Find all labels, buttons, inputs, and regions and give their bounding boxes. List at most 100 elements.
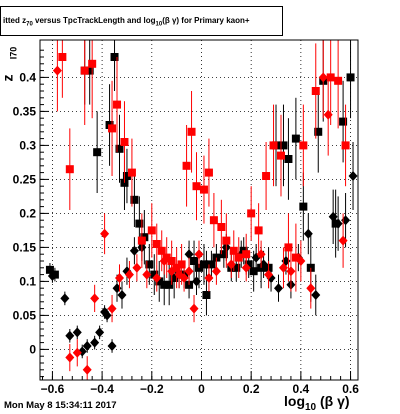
data-point: [60, 293, 70, 304]
data-point: [244, 260, 253, 269]
data-point: [93, 148, 102, 157]
data-point: [291, 253, 300, 262]
x-tick-label: 0: [198, 382, 205, 396]
data-point: [184, 266, 194, 277]
data-point: [262, 172, 271, 180]
data-point: [145, 260, 154, 269]
y-tick-label: 0.15: [13, 240, 37, 254]
grid-lines: [40, 40, 358, 380]
data-points: [45, 40, 358, 380]
y-tick-label: 0: [29, 342, 36, 356]
data-point: [204, 168, 213, 177]
data-point: [229, 246, 238, 255]
data-point: [117, 290, 127, 300]
data-point: [82, 364, 92, 375]
data-point: [219, 250, 228, 259]
data-point: [167, 266, 177, 277]
data-point: [194, 249, 204, 260]
data-point: [152, 240, 161, 248]
y-tick-label: 0.4: [19, 70, 36, 84]
data-point: [155, 277, 164, 286]
data-point: [217, 223, 226, 231]
data-point: [135, 219, 144, 228]
data-point: [269, 141, 278, 150]
data-point: [65, 165, 74, 174]
x-tick-label: −0.2: [140, 382, 164, 396]
data-point: [122, 172, 131, 180]
x-tick-label: 0.2: [243, 382, 260, 396]
data-point: [311, 87, 320, 95]
y-tick-label: 0.2: [19, 206, 36, 220]
data-point: [150, 270, 159, 279]
data-point: [80, 66, 89, 75]
data-point: [190, 257, 199, 265]
data-point: [338, 235, 348, 246]
data-point: [132, 262, 142, 273]
chart-title: itted z70 versus TpcTrackLength and log1…: [0, 6, 283, 36]
data-point: [157, 246, 166, 255]
x-tick-label: 0.4: [293, 382, 310, 396]
data-point: [160, 280, 169, 289]
data-point: [95, 327, 105, 338]
y-axis-label: z I70: [0, 46, 26, 88]
data-point: [232, 263, 241, 272]
data-point: [339, 117, 348, 126]
data-point: [341, 141, 350, 150]
data-point: [209, 216, 218, 225]
data-point: [303, 228, 313, 239]
data-point: [264, 269, 274, 280]
data-point: [192, 276, 202, 287]
data-point: [177, 260, 186, 269]
x-tick-label: −0.4: [90, 382, 114, 396]
data-point: [326, 73, 335, 82]
data-point: [323, 109, 333, 120]
data-point: [107, 303, 117, 314]
data-point: [113, 100, 122, 109]
data-point: [328, 211, 338, 222]
data-point: [286, 266, 296, 277]
timestamp-footer: Mon May 8 15:34:11 2017: [4, 400, 117, 411]
x-axis-label-main: log: [284, 393, 305, 409]
data-point: [88, 59, 97, 68]
y-tick-label: 0.25: [13, 172, 37, 186]
data-point: [296, 256, 306, 266]
data-point: [159, 256, 169, 266]
data-point: [124, 269, 134, 280]
data-point: [179, 273, 189, 283]
data-point: [299, 141, 308, 150]
data-point: [306, 283, 316, 294]
data-point: [189, 303, 199, 314]
data-point: [241, 262, 251, 273]
data-point: [182, 161, 191, 170]
data-point: [284, 155, 293, 163]
data-point: [334, 76, 343, 85]
title-sub-1: 70: [26, 21, 33, 28]
data-point: [47, 270, 57, 281]
data-point: [204, 273, 214, 283]
y-tick-label: 0.35: [13, 104, 37, 118]
data-point: [162, 253, 171, 262]
data-point: [202, 291, 211, 299]
data-point: [211, 266, 221, 277]
series-red-diamond: [52, 40, 348, 380]
data-point: [170, 274, 179, 282]
data-point: [115, 273, 124, 283]
data-point: [346, 73, 355, 82]
data-point: [318, 72, 328, 83]
data-point: [82, 341, 92, 351]
y-axis-label-main: z: [0, 74, 16, 82]
data-point: [247, 209, 256, 218]
data-point: [100, 228, 110, 239]
axes: −0.6 −0.4 −0.2 0 0.2 0.4 0.6 0 0.05 0.1 0.15 0.2 0.2…: [13, 49, 359, 396]
data-point: [311, 290, 321, 300]
data-point: [256, 249, 266, 260]
data-point: [234, 253, 243, 262]
data-point: [284, 243, 293, 252]
data-point: [147, 226, 156, 235]
y-axis-label-sub: I70: [8, 46, 19, 60]
data-point: [137, 236, 146, 245]
x-axis-label: log10 (β γ): [284, 393, 350, 413]
data-point: [348, 171, 358, 181]
data-point: [127, 168, 136, 177]
data-point: [58, 53, 67, 61]
